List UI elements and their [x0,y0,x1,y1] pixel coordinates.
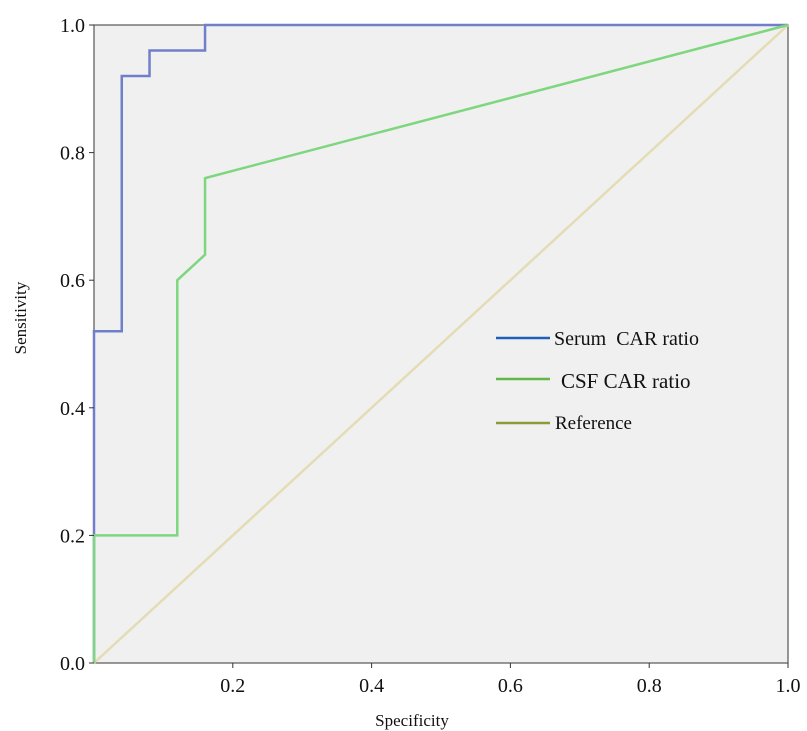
legend-label-csf-car-ratio: CSF CAR ratio [561,369,691,393]
x-tick-label: 0.4 [359,675,384,697]
legend-label-serum-car-ratio: Serum CAR ratio [554,328,699,350]
series-layer [92,23,789,663]
y-tick-label: 0.4 [60,398,85,420]
y-tick-label: 0.8 [60,143,85,165]
x-tick-label: 1.0 [776,675,801,697]
x-tick-label: 0.6 [498,675,523,697]
x-tick-label: 0.8 [637,675,662,697]
y-tick-label: 0.6 [60,270,85,292]
legend-label-reference: Reference [555,413,632,434]
reference-layer [93,24,789,664]
x-tick-label: 0.2 [220,675,245,697]
legend: Serum CAR ratio CSF CAR ratio Reference [496,328,699,434]
y-tick-label: 1.0 [60,15,85,37]
y-axis-title: Sensitivity [11,281,30,354]
x-axis-title: Specificity [375,711,449,730]
csf-car-ratio-line [92,23,789,663]
y-tick-label: 0.2 [60,525,85,547]
y-tick-label: 0.0 [60,653,85,675]
serum-car-ratio-line [92,23,788,663]
reference-line [93,24,789,664]
axes: 0.0 0.2 0.4 0.6 0.8 1.0 0.2 0.4 0.6 0.8 1.0 [60,15,801,697]
